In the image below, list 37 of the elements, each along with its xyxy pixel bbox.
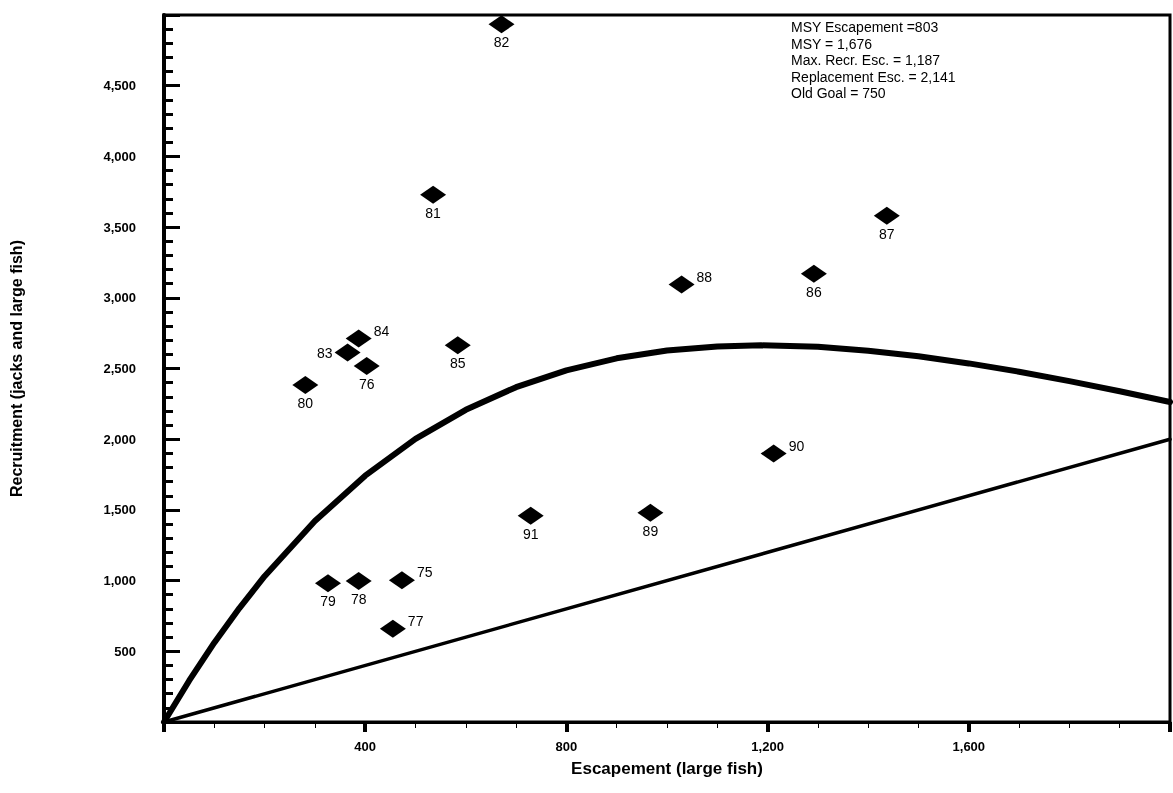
annotation: 91: [522, 525, 539, 542]
annotation: 87: [879, 225, 895, 242]
annotation: 90: [788, 437, 805, 454]
annotation: MSY = 1,676: [791, 35, 873, 52]
annotation: 79: [320, 593, 336, 610]
y-tick-label: 4,500: [103, 78, 136, 94]
y-tick-label: 4,000: [103, 148, 136, 164]
annotation: 82: [493, 34, 510, 51]
x-tick-label: 1,600: [952, 739, 986, 754]
y-tick-label: 1,000: [103, 573, 136, 589]
x-tick-label: 1,200: [751, 739, 784, 754]
y-axis-title: Recruitment (jacks and large fish): [7, 240, 25, 497]
y-tick-label: 3,000: [103, 290, 136, 306]
annotation: 85: [449, 355, 466, 372]
annotation: 78: [350, 590, 367, 607]
annotation: 76: [358, 375, 375, 392]
x-tick-label: 400: [354, 739, 377, 754]
annotation: Max. Recr. Esc. = 1,187: [791, 52, 941, 68]
y-tick-label: 1,500: [103, 502, 136, 518]
annotation: 89: [642, 522, 659, 539]
x-axis-title: Escapement (large fish): [571, 759, 763, 778]
annotation: 86: [806, 283, 822, 300]
annotation: Old Goal = 750: [791, 85, 886, 101]
y-tick-label: 2,000: [103, 431, 136, 447]
x-tick-label: 800: [555, 739, 578, 754]
annotation: MSY Escapement =803: [791, 19, 939, 35]
annotation: 83: [317, 344, 333, 361]
annotation: 84: [373, 322, 390, 339]
annotation: 75: [416, 564, 433, 581]
annotation: 77: [407, 612, 424, 629]
y-tick-label: 2,500: [103, 361, 136, 376]
annotation: Replacement Esc. = 2,141: [791, 68, 956, 85]
annotation: 80: [297, 395, 314, 412]
annotation: 88: [696, 268, 713, 285]
annotation: 81: [425, 204, 442, 221]
y-tick-label: 500: [114, 643, 136, 659]
y-tick-label: 3,500: [103, 219, 136, 235]
